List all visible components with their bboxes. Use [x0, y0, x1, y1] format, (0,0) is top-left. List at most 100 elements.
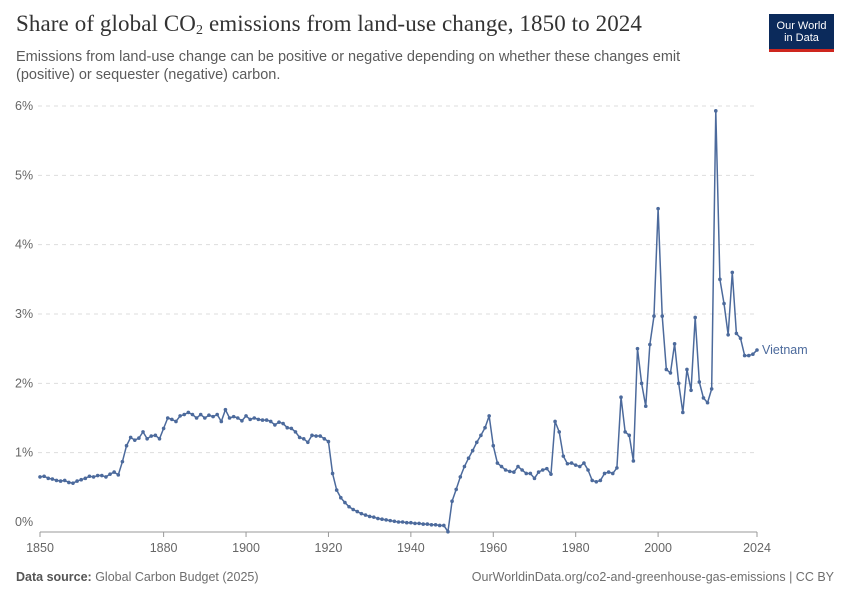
- data-point: [231, 414, 236, 419]
- data-point: [339, 495, 343, 500]
- data-point: [165, 416, 170, 420]
- data-point: [322, 437, 327, 441]
- y-tick-label: 1%: [15, 446, 33, 460]
- data-point: [100, 473, 104, 478]
- data-point: [442, 523, 446, 528]
- data-point: [557, 430, 562, 434]
- data-point: [281, 421, 285, 426]
- x-axis: 1850 1880 1900 1920 1940 1960 1980 2000 2024: [26, 531, 771, 555]
- y-tick-label: 3%: [15, 307, 33, 321]
- data-point: [623, 430, 627, 434]
- data-point: [326, 439, 331, 444]
- data-point: [606, 470, 611, 474]
- source-value: Global Carbon Budget (2025): [91, 570, 259, 584]
- data-point: [42, 474, 46, 479]
- footer-url[interactable]: OurWorldinData.org/co2-and-greenhouse-ga…: [471, 570, 834, 584]
- x-tick-label: 2000: [644, 541, 672, 555]
- data-point: [713, 109, 718, 113]
- data-point: [578, 464, 582, 469]
- data-point: [565, 461, 570, 466]
- data-point: [260, 418, 265, 422]
- data-point: [656, 206, 660, 211]
- data-point: [141, 430, 145, 434]
- data-point: [573, 463, 578, 467]
- data-point: [681, 410, 685, 415]
- data-point: [495, 461, 500, 465]
- series-layer: Vietnam: [38, 109, 808, 534]
- data-point: [79, 477, 84, 482]
- data-point: [446, 529, 450, 534]
- data-point: [112, 470, 116, 474]
- data-point: [83, 476, 88, 481]
- x-tick-label: 1920: [315, 541, 343, 555]
- footer-source: Data source: Global Carbon Budget (2025): [16, 570, 259, 584]
- data-point: [198, 412, 203, 417]
- data-point: [425, 522, 430, 526]
- data-point: [474, 440, 479, 445]
- data-point: [705, 400, 710, 405]
- data-point: [437, 523, 442, 528]
- source-label: Data source:: [16, 570, 92, 584]
- data-point: [734, 331, 739, 336]
- data-point: [351, 507, 355, 512]
- series-line-vietnam: [39, 110, 758, 533]
- data-point: [722, 301, 726, 306]
- data-point: [536, 470, 541, 474]
- data-point: [384, 518, 388, 522]
- data-point: [244, 414, 248, 418]
- data-point: [594, 479, 599, 484]
- data-point: [240, 418, 244, 423]
- data-point: [553, 419, 557, 424]
- data-point: [182, 412, 187, 417]
- data-point: [132, 438, 137, 442]
- data-point: [429, 522, 434, 527]
- data-point: [610, 471, 615, 476]
- data-point: [499, 464, 504, 469]
- data-point: [289, 426, 294, 431]
- data-point: [652, 314, 656, 318]
- data-point: [203, 416, 207, 420]
- data-point: [91, 475, 96, 479]
- data-point: [153, 433, 158, 438]
- series-label-vietnam: Vietnam: [762, 343, 808, 357]
- owid-logo[interactable]: Our World in Data: [769, 14, 834, 52]
- data-point: [619, 395, 623, 400]
- data-point: [293, 430, 298, 434]
- data-point: [318, 434, 323, 438]
- data-point: [54, 478, 59, 483]
- data-point: [71, 481, 75, 485]
- data-point: [371, 515, 376, 519]
- data-point: [314, 434, 318, 438]
- data-point: [540, 468, 545, 472]
- x-tick-label: 1900: [232, 541, 260, 555]
- data-point: [458, 475, 463, 479]
- data-point: [392, 519, 397, 524]
- data-point: [507, 469, 512, 474]
- data-point: [450, 499, 454, 504]
- data-point: [697, 380, 702, 384]
- data-point: [639, 381, 644, 386]
- data-point: [685, 367, 689, 372]
- data-point: [363, 513, 368, 517]
- data-point: [227, 416, 232, 420]
- data-point: [718, 277, 722, 282]
- data-point: [549, 472, 553, 476]
- data-point: [223, 407, 228, 412]
- data-point: [569, 461, 574, 465]
- data-point: [586, 468, 590, 472]
- data-point: [400, 520, 405, 524]
- data-point: [310, 433, 314, 438]
- data-point: [627, 433, 632, 438]
- data-point: [297, 435, 302, 440]
- data-point: [67, 480, 71, 485]
- data-point: [409, 520, 413, 525]
- x-tick-label: 1850: [26, 541, 54, 555]
- data-point: [693, 315, 697, 320]
- data-point: [334, 488, 339, 492]
- data-point: [470, 448, 475, 453]
- data-point: [145, 437, 149, 441]
- data-point: [454, 487, 458, 492]
- data-point: [615, 466, 619, 470]
- data-point: [277, 420, 281, 424]
